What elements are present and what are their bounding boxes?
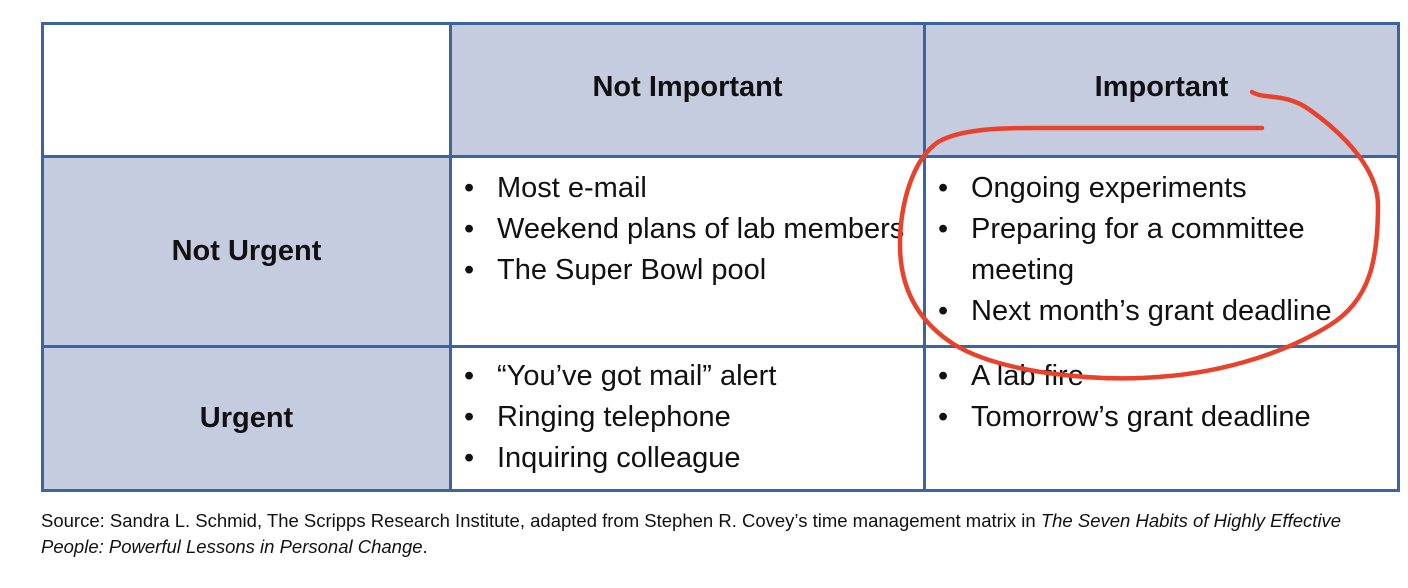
quadrant-urgent-important: A lab fire Tomorrow’s grant deadline	[923, 345, 1400, 492]
list-item: Ringing telephone	[464, 397, 913, 438]
column-header-not-important: Not Important	[449, 22, 926, 158]
list-item: Inquiring colleague	[464, 438, 913, 479]
list-item: A lab fire	[938, 356, 1387, 397]
list-item: The Super Bowl pool	[464, 250, 913, 291]
row-header-urgent: Urgent	[41, 345, 452, 492]
list-item: “You’ve got mail” alert	[464, 356, 913, 397]
source-citation: Source: Sandra L. Schmid, The Scripps Re…	[41, 510, 1342, 557]
time-management-matrix: Not Important Important Not Urgent Most …	[41, 22, 1400, 492]
list-item: Most e-mail	[464, 168, 913, 209]
list-item: Weekend plans of lab members	[464, 209, 913, 250]
list-item: Tomorrow’s grant deadline	[938, 397, 1387, 438]
column-header-important: Important	[923, 22, 1400, 158]
list-item: Preparing for a committee meeting	[938, 209, 1387, 291]
list-item: Next month’s grant deadline	[938, 291, 1387, 332]
quadrant-urgent-not-important: “You’ve got mail” alert Ringing telephon…	[449, 345, 926, 492]
book-title: The Seven Habits of Highly Effective Peo…	[41, 510, 1342, 557]
corner-cell	[41, 22, 452, 158]
quadrant-not-urgent-not-important: Most e-mail Weekend plans of lab members…	[449, 155, 926, 348]
list-item: Ongoing experiments	[938, 168, 1387, 209]
row-header-not-urgent: Not Urgent	[41, 155, 452, 348]
quadrant-not-urgent-important: Ongoing experiments Preparing for a comm…	[923, 155, 1400, 348]
